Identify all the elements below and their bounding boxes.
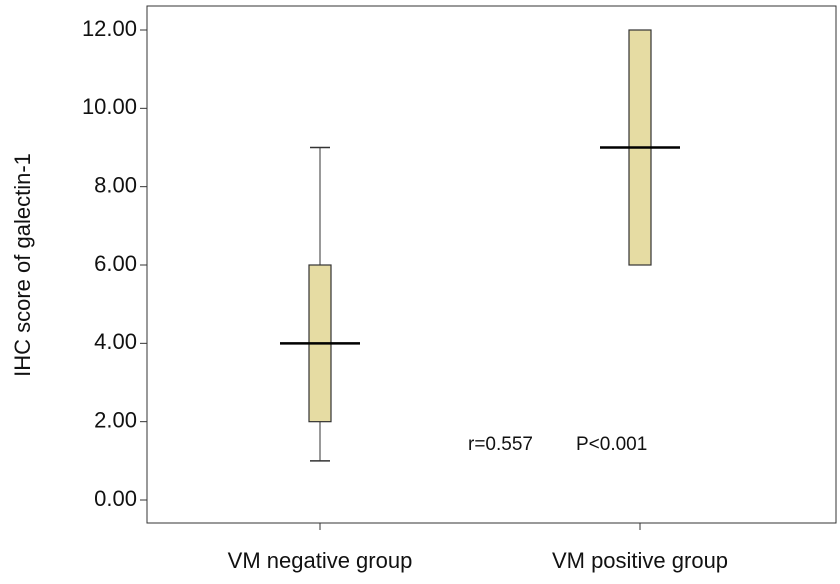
box-vm-positive bbox=[600, 29, 680, 266]
box-series bbox=[280, 29, 680, 462]
y-axis-ticks: 0.00 2.00 4.00 6.00 8.00 10.00 12.00 bbox=[82, 16, 147, 511]
y-tick-label: 8.00 bbox=[94, 172, 137, 197]
x-tick-label: VM positive group bbox=[552, 548, 728, 573]
y-tick-label: 2.00 bbox=[94, 407, 137, 432]
y-tick-label: 0.00 bbox=[94, 486, 137, 511]
x-axis-ticks: VM negative group VM positive group bbox=[228, 523, 728, 573]
x-tick-label: VM negative group bbox=[228, 548, 413, 573]
y-tick-label: 12.00 bbox=[82, 16, 137, 41]
box-vm-negative bbox=[280, 146, 360, 462]
y-tick-label: 6.00 bbox=[94, 251, 137, 276]
y-tick-label: 4.00 bbox=[94, 329, 137, 354]
annotation-p: P<0.001 bbox=[576, 434, 647, 455]
y-tick-label: 10.00 bbox=[82, 94, 137, 119]
y-axis-title: IHC score of galectin-1 bbox=[10, 153, 35, 377]
annotation-r: r=0.557 bbox=[468, 434, 533, 455]
